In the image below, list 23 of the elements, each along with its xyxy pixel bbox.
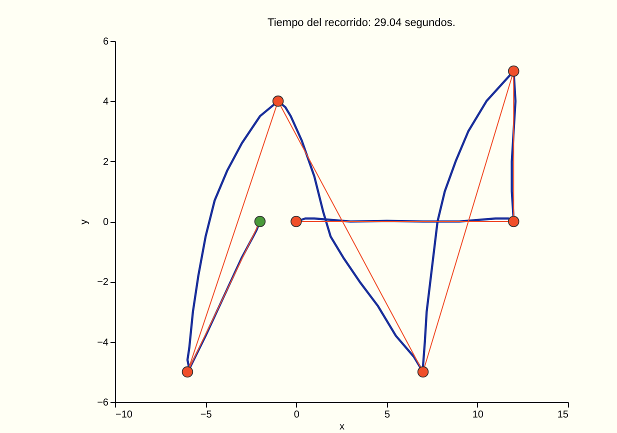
point — [272, 96, 284, 107]
point — [417, 366, 429, 378]
point — [182, 366, 194, 378]
x-tick-label: 15 — [557, 410, 569, 420]
y-axis-title: y — [79, 220, 90, 224]
x-tick-label: 10 — [472, 410, 484, 420]
y-tick-label: −2 — [97, 277, 109, 288]
x-tick-label: −5 — [200, 410, 212, 420]
y-tick-label: 2 — [102, 156, 109, 168]
y-tick-label: 0 — [102, 217, 109, 228]
x-tick-label: 5 — [384, 410, 391, 420]
y-tick-label: −4 — [97, 337, 109, 348]
x-tick-label: −10 — [116, 410, 133, 420]
point — [254, 216, 266, 228]
y-tick-label: 6 — [102, 36, 109, 48]
x-axis-title: x — [340, 422, 344, 432]
point — [508, 216, 520, 228]
chart-title: Tiempo del recorrido: 29.04 segundos. — [268, 17, 456, 29]
point — [290, 216, 302, 228]
point — [508, 65, 520, 77]
y-tick-label: −6 — [97, 398, 109, 408]
y-tick-label: 4 — [102, 96, 109, 108]
x-tick-label: 0 — [294, 410, 300, 420]
